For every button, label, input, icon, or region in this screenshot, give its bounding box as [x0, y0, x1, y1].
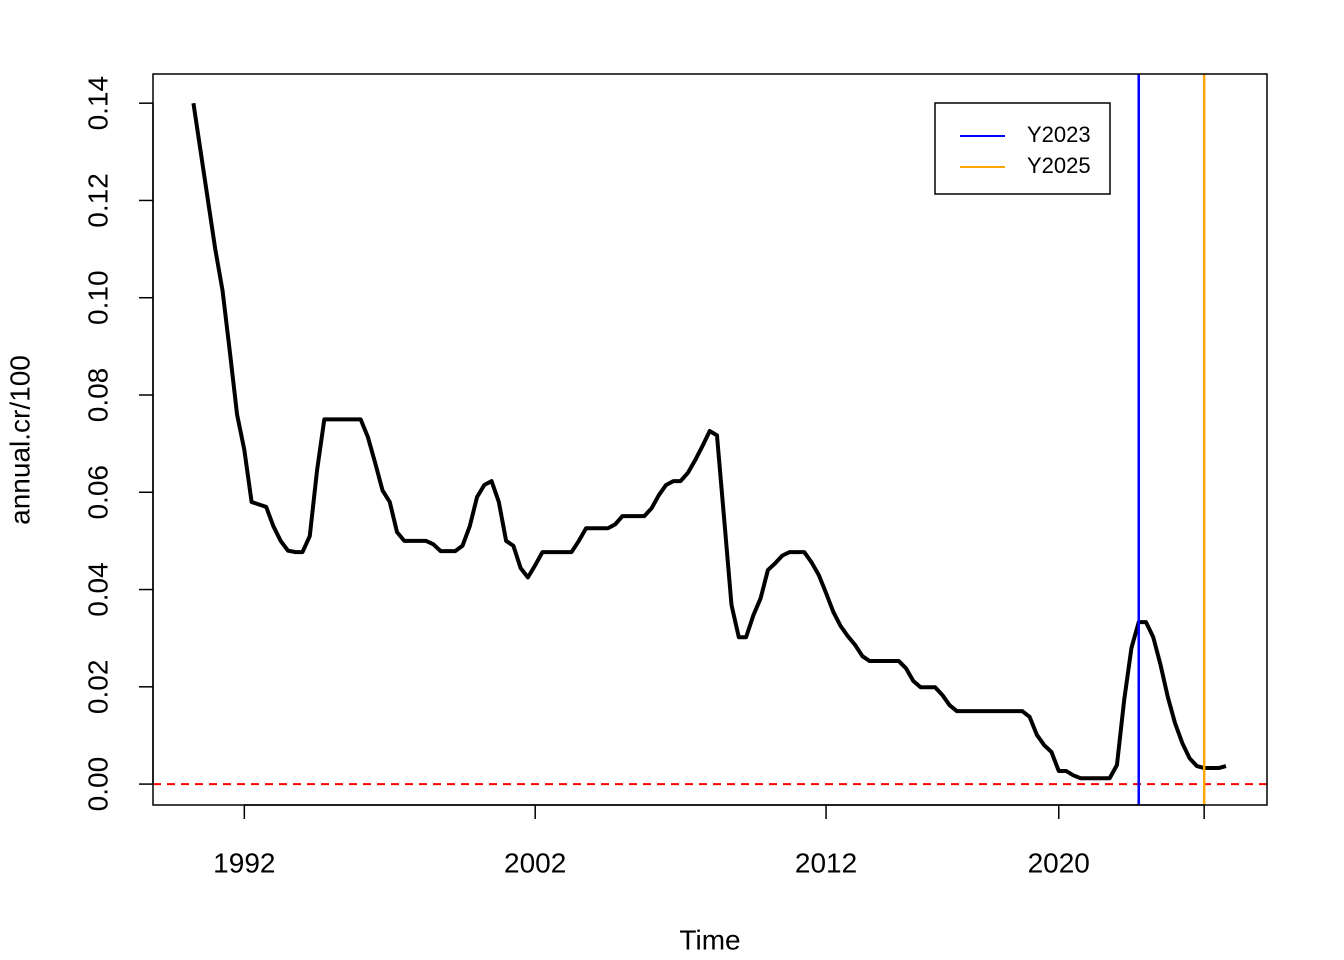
y-tick-label: 0.00	[82, 757, 113, 812]
y-tick-label: 0.12	[82, 173, 113, 228]
data-line	[191, 102, 1227, 781]
y-tick-label: 0.10	[82, 270, 113, 325]
legend-label: Y2023	[1027, 122, 1091, 147]
y-tick-label: 0.14	[82, 76, 113, 131]
y-tick-label: 0.04	[82, 562, 113, 617]
legend-box	[934, 102, 1111, 195]
legend-label: Y2025	[1027, 153, 1091, 178]
x-tick-label: 2012	[795, 847, 857, 878]
y-tick-label: 0.06	[82, 465, 113, 520]
y-tick-label: 0.08	[82, 368, 113, 423]
x-axis-label: Time	[679, 924, 740, 955]
y-tick-label: 0.02	[82, 660, 113, 715]
x-tick-label: 1992	[213, 847, 275, 878]
x-tick-label: 2020	[1028, 847, 1090, 878]
plot-frame	[152, 73, 1268, 806]
x-tick-label: 2002	[504, 847, 566, 878]
y-axis-label: annual.cr/100	[4, 355, 35, 525]
